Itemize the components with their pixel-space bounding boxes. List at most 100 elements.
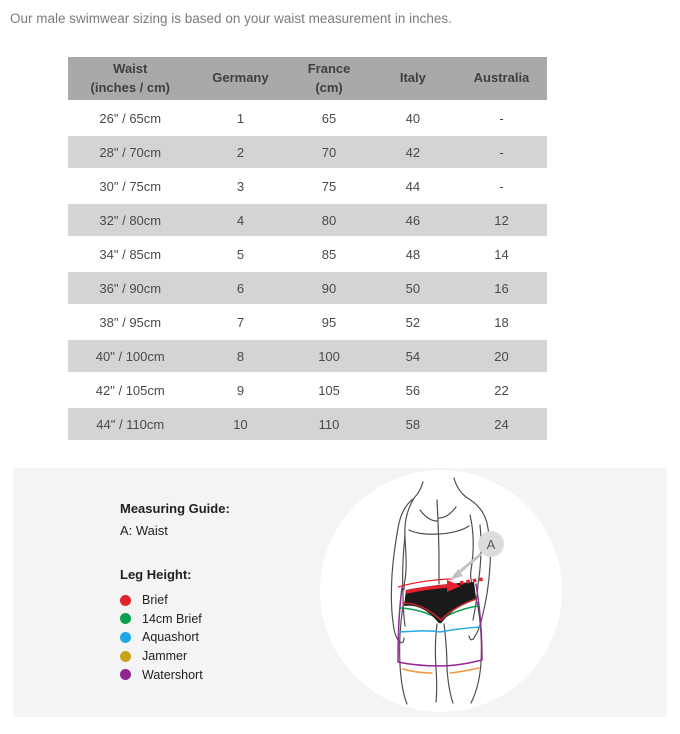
legend-label: 14cm Brief	[142, 611, 202, 626]
a-badge	[478, 531, 504, 557]
a-pointer-arrow	[456, 552, 482, 576]
table-cell: 46	[369, 202, 456, 237]
table-row: 36" / 90cm 6 90 50 16	[68, 270, 547, 305]
table-cell: 105	[288, 372, 370, 407]
legend-item: Watershort	[120, 665, 230, 684]
table-cell: -	[455, 100, 547, 135]
table-cell: 40	[369, 100, 456, 135]
table-cell: 5	[192, 236, 289, 271]
table-cell: 32" / 80cm	[68, 202, 193, 237]
table-cell: 56	[369, 372, 456, 407]
table-cell: 42" / 105cm	[68, 372, 193, 407]
guide-text-block: Measuring Guide: A: Waist Leg Height: Br…	[120, 501, 230, 684]
column-header: Waist (inches / cm)	[68, 57, 193, 101]
legend-color-dot	[120, 650, 131, 662]
watershort-line	[397, 583, 483, 667]
table-cell: 40" / 100cm	[68, 338, 193, 373]
table-row: 32" / 80cm 4 80 46 12	[68, 202, 547, 237]
table-cell: 6	[192, 270, 289, 305]
table-cell: 110	[288, 406, 370, 440]
table-cell: 58	[369, 406, 456, 440]
table-cell: 20	[455, 338, 547, 373]
jammer-line	[402, 667, 480, 674]
table-cell: 52	[369, 304, 456, 339]
aquashort-line	[398, 626, 481, 633]
legend-color-dot	[120, 669, 131, 681]
legend-color-dot	[120, 631, 131, 643]
table-row: 30" / 75cm 3 75 44-	[68, 168, 547, 203]
table-cell: 42	[369, 134, 456, 169]
table-cell: 12	[455, 202, 547, 237]
table-row: 26" / 65cm 1 65 40-	[68, 100, 547, 135]
legend-item: Brief	[120, 591, 230, 610]
table-row: 42" / 105cm 9 105 56 22	[68, 372, 547, 407]
legend-item: Jammer	[120, 647, 230, 666]
table-cell: 4	[192, 202, 289, 237]
table-cell: -	[455, 134, 547, 169]
leg-height-title: Leg Height:	[120, 567, 192, 582]
table-cell: 28" / 70cm	[68, 134, 193, 169]
legend-label: Watershort	[142, 667, 203, 682]
table-cell: 2	[192, 134, 289, 169]
table-cell: 75	[288, 168, 370, 203]
legend-label: Jammer	[142, 649, 188, 664]
column-header: Italy	[369, 57, 456, 101]
table-cell: 100	[288, 338, 370, 373]
table-cell: 24	[455, 406, 547, 440]
table-cell: -	[455, 168, 547, 203]
legend-color-dot	[120, 613, 131, 625]
table-cell: 38" / 95cm	[68, 304, 193, 339]
size-table-container: Waist (inches / cm) Germany France (cm) Italy…	[68, 57, 547, 440]
table-cell: 14	[455, 236, 547, 271]
table-cell: 7	[192, 304, 289, 339]
table-cell: 9	[192, 372, 289, 407]
table-cell: 10	[192, 406, 289, 440]
table-row: 28" / 70cm 2 70 42-	[68, 134, 547, 169]
table-cell: 3	[192, 168, 289, 203]
size-table: Waist (inches / cm) Germany France (cm) Italy…	[68, 57, 547, 440]
waist-line	[397, 578, 454, 588]
table-cell: 22	[455, 372, 547, 407]
table-cell: 85	[288, 236, 370, 271]
legend-label: Aquashort	[142, 630, 199, 645]
table-row: 44" / 110cm 10 110 58 24	[68, 406, 547, 440]
briefs-shape	[404, 582, 476, 624]
leg-height-legend: Brief 14cm Brief Aquashort Jammer Watershort	[120, 591, 230, 684]
waist-arrowhead	[447, 580, 461, 592]
table-cell: 16	[455, 270, 547, 305]
table-cell: 80	[288, 202, 370, 237]
figure-illustration: A	[320, 470, 562, 712]
table-row: 38" / 95cm 7 95 52 18	[68, 304, 547, 339]
legend-item: 14cm Brief	[120, 610, 230, 629]
table-cell: 44" / 110cm	[68, 406, 193, 440]
table-cell: 34" / 85cm	[68, 236, 193, 271]
a-badge-label: A	[487, 537, 496, 552]
table-cell: 54	[369, 338, 456, 373]
table-cell: 90	[288, 270, 370, 305]
column-header: Australia	[455, 57, 547, 101]
table-cell: 95	[288, 304, 370, 339]
a-pointer-head	[450, 569, 463, 580]
table-cell: 30" / 75cm	[68, 168, 193, 203]
measuring-guide-note: A: Waist	[120, 523, 168, 538]
waist-arrow	[405, 584, 449, 594]
table-body: 26" / 65cm 1 65 40-28" / 70cm 2 70 42-30" / 75…	[68, 100, 547, 440]
intro-text: Our male swimwear sizing is based on you…	[10, 11, 452, 26]
table-header-row: Waist (inches / cm) Germany France (cm) Italy…	[68, 57, 547, 101]
table-cell: 44	[369, 168, 456, 203]
measuring-guide-title: Measuring Guide:	[120, 501, 230, 516]
table-cell: 65	[288, 100, 370, 135]
table-cell: 48	[369, 236, 456, 271]
table-cell: 8	[192, 338, 289, 373]
measuring-guide-panel: Measuring Guide: A: Waist Leg Height: Br…	[13, 468, 667, 717]
table-row: 40" / 100cm 8 100 54 20	[68, 338, 547, 373]
table-cell: 70	[288, 134, 370, 169]
legend-label: Brief	[142, 593, 168, 608]
column-header: Germany	[192, 57, 289, 101]
table-cell: 1	[192, 100, 289, 135]
table-cell: 50	[369, 270, 456, 305]
legend-color-dot	[120, 594, 131, 606]
table-cell: 36" / 90cm	[68, 270, 193, 305]
table-cell: 18	[455, 304, 547, 339]
